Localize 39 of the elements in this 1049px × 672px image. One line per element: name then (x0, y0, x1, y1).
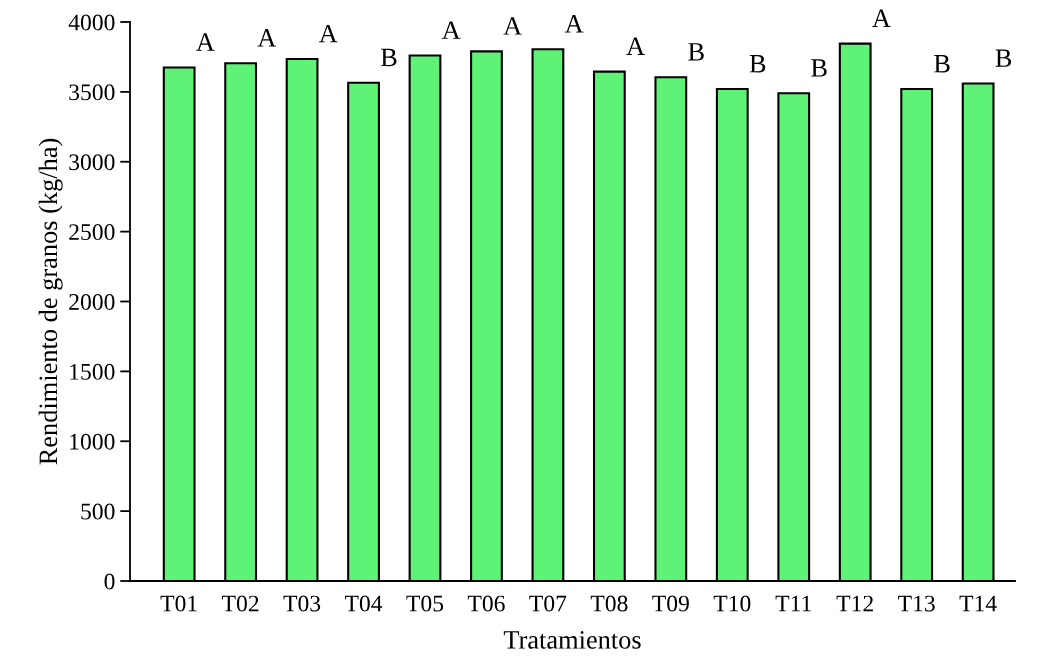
y-tick-label: 0 (104, 573, 115, 590)
annotation: A (196, 33, 215, 51)
x-tick-label: T10 (713, 595, 751, 612)
annotation: B (749, 55, 766, 73)
x-tick-label: T13 (898, 595, 935, 612)
annotation: B (380, 48, 397, 67)
y-axis-title: Rendimiento de granos (kg/ha) (38, 138, 63, 465)
x-tick-label: T04 (344, 595, 383, 612)
x-axis-title: Tratamientos (503, 631, 641, 649)
y-tick-label: 2500 (69, 224, 115, 241)
x-tick-label: T05 (406, 595, 444, 612)
y-tick-label: 500 (81, 503, 115, 520)
annotation: B (995, 49, 1012, 67)
annotation: A (441, 21, 461, 39)
y-tick-label: 3500 (69, 84, 115, 101)
y-tick-label: 1000 (70, 433, 115, 450)
annotation: B (934, 55, 950, 73)
annotation: A (503, 17, 522, 35)
annotation: A (257, 29, 277, 47)
x-tick-label: T02 (222, 595, 259, 612)
x-tick-label: T03 (283, 595, 321, 612)
x-tick-label: T12 (836, 595, 873, 612)
annotation: A (564, 15, 584, 33)
annotation: A (872, 9, 891, 27)
annotation: A (626, 37, 645, 55)
annotation: B (688, 43, 704, 61)
x-tick-label: T08 (590, 595, 628, 612)
x-tick-label: T09 (652, 595, 689, 612)
x-tick-label: T14 (959, 595, 997, 612)
y-tick-label: 2000 (69, 293, 115, 310)
x-tick-label: T01 (160, 595, 197, 612)
x-tick-label: T06 (467, 595, 505, 612)
y-tick-label: 4000 (68, 14, 115, 31)
x-tick-label: T07 (529, 595, 567, 612)
y-tick-label: 1500 (70, 363, 115, 380)
y-tick-label: 3000 (69, 154, 115, 171)
annotation: B (811, 59, 827, 77)
x-tick-label: T11 (775, 595, 811, 612)
annotation: A (319, 24, 338, 43)
